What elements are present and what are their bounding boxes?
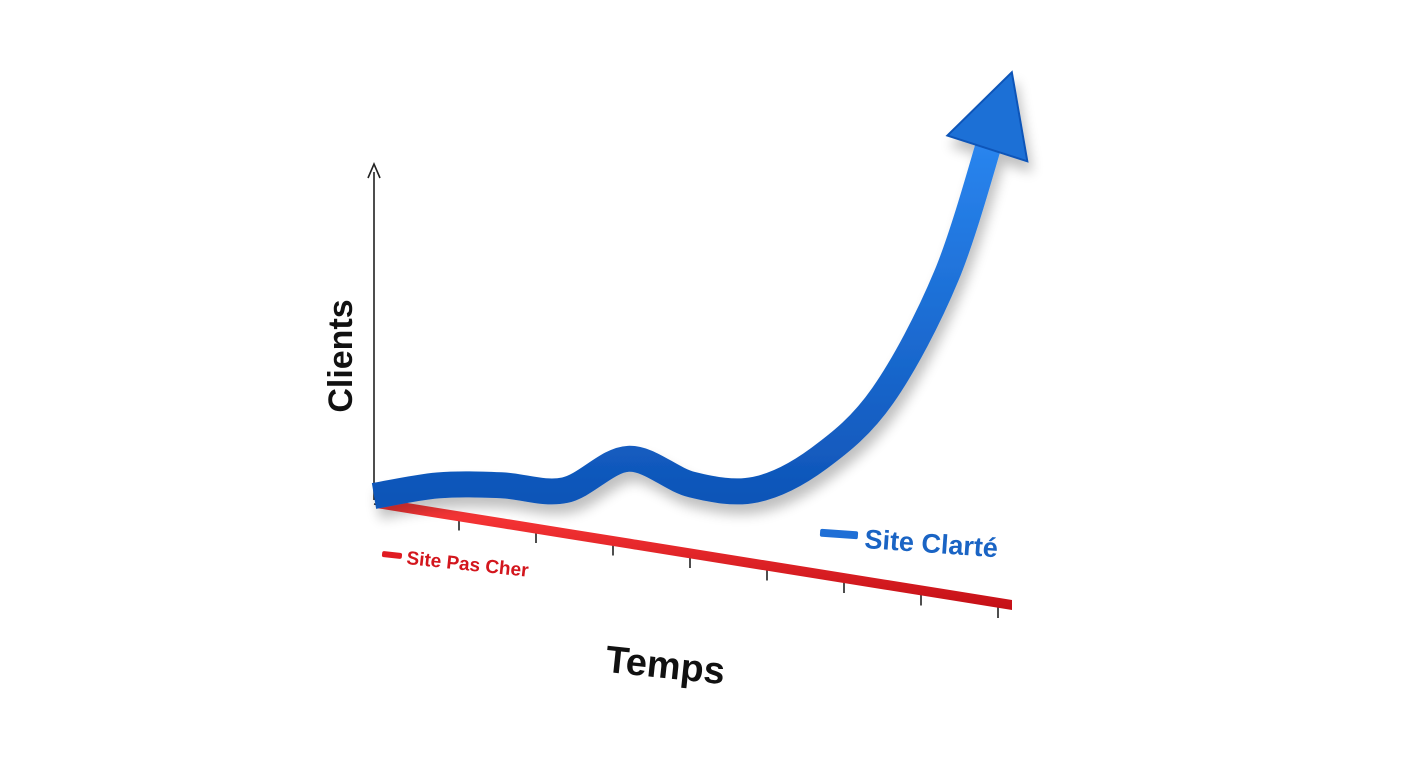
legend-site-clarte: Site Clarté [819,524,999,563]
legend-swatch-site-pas-cher [381,551,403,559]
series-line-site-pas-cher [376,498,1012,610]
legend-site-pas-cher: Site Pas Cher [381,548,530,582]
legend-label-site-pas-cher: Site Pas Cher [405,548,530,582]
legend-swatch-site-clarte [819,528,859,540]
series-line-site-clarte [371,129,1005,509]
series-site-clarte [371,70,1029,509]
series-arrowhead-site-clarte [945,70,1029,163]
y-axis-title: Clients [322,299,360,412]
x-axis-title: Temps [604,639,727,693]
legend-label-site-clarte: Site Clarté [864,524,999,563]
series-site-pas-cher [376,498,1012,610]
y-axis-arrow-icon [367,161,381,179]
